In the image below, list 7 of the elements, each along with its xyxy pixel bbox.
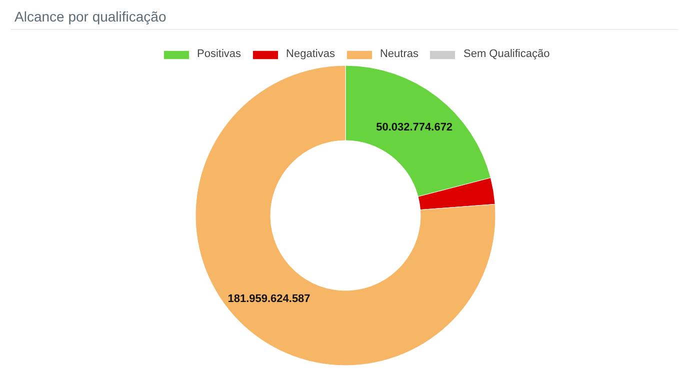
legend-label: Negativas <box>286 48 335 60</box>
chart-title: Alcance por qualificação <box>14 8 166 24</box>
legend-label: Neutras <box>380 48 418 60</box>
legend-label: Sem Qualificação <box>463 48 550 60</box>
data-label: 181.959.624.587 <box>228 292 310 305</box>
legend-label: Positivas <box>197 48 242 60</box>
data-label: 50.032.774.672 <box>376 122 453 134</box>
